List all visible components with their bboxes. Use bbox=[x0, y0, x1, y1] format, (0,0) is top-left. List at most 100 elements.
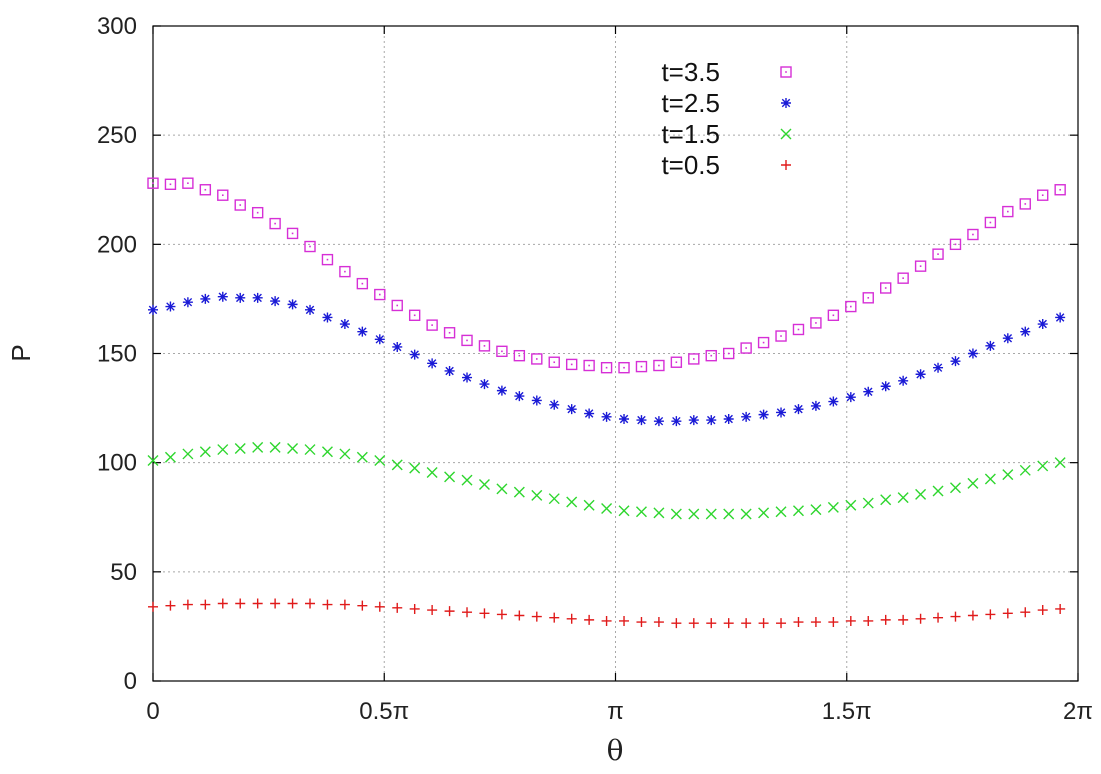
data-point bbox=[706, 618, 717, 629]
x-tick-label: 2π bbox=[1063, 698, 1093, 725]
data-point bbox=[427, 358, 438, 369]
data-point bbox=[514, 610, 525, 621]
data-point bbox=[409, 349, 420, 360]
data-point bbox=[391, 459, 403, 471]
data-point bbox=[949, 482, 961, 494]
data-point bbox=[845, 392, 856, 403]
data-point bbox=[566, 613, 577, 624]
legend-label: t=2.5 bbox=[661, 88, 720, 118]
data-point bbox=[513, 486, 525, 498]
data-point bbox=[741, 411, 752, 422]
data-point bbox=[635, 506, 647, 518]
data-point bbox=[653, 359, 665, 372]
data-point bbox=[688, 353, 700, 365]
data-point bbox=[374, 454, 386, 466]
data-point bbox=[671, 416, 682, 427]
data-point bbox=[775, 506, 787, 518]
data-point bbox=[600, 361, 613, 374]
legend-item: t=2.5 bbox=[661, 88, 791, 118]
data-point bbox=[444, 606, 455, 617]
data-point bbox=[705, 349, 717, 362]
legend-marker bbox=[781, 160, 791, 170]
data-point bbox=[601, 503, 613, 515]
data-point bbox=[723, 618, 734, 629]
data-point bbox=[583, 499, 595, 511]
data-point bbox=[252, 441, 264, 453]
data-point bbox=[234, 442, 246, 454]
data-point bbox=[479, 608, 490, 619]
data-point bbox=[758, 507, 770, 519]
data-point bbox=[915, 488, 927, 500]
data-point bbox=[775, 330, 787, 342]
data-point bbox=[758, 409, 769, 420]
data-point bbox=[531, 395, 542, 406]
data-point bbox=[653, 507, 665, 519]
data-point bbox=[339, 448, 351, 460]
data-point bbox=[443, 327, 456, 339]
x-tick-label: 0.5π bbox=[359, 698, 409, 725]
data-point bbox=[217, 291, 228, 302]
data-point bbox=[374, 601, 385, 612]
data-point bbox=[322, 312, 333, 323]
data-point bbox=[670, 508, 682, 520]
data-point bbox=[322, 599, 333, 610]
data-point bbox=[391, 299, 403, 312]
data-point bbox=[164, 451, 176, 463]
data-point bbox=[1002, 608, 1013, 619]
x-axis-label: θ bbox=[607, 734, 624, 767]
data-point bbox=[827, 501, 839, 513]
data-point bbox=[165, 301, 176, 312]
data-point bbox=[653, 416, 664, 427]
data-point bbox=[793, 617, 804, 628]
data-point bbox=[984, 216, 997, 229]
data-point bbox=[705, 508, 717, 520]
data-point bbox=[357, 600, 368, 611]
data-point bbox=[932, 485, 944, 497]
data-point bbox=[792, 505, 804, 517]
data-point bbox=[1002, 333, 1013, 344]
data-point bbox=[566, 404, 577, 415]
data-point bbox=[845, 499, 857, 511]
data-point bbox=[984, 473, 996, 485]
data-point bbox=[408, 309, 421, 321]
data-point bbox=[985, 609, 996, 620]
data-point bbox=[828, 396, 839, 407]
tick-labels: 0 50 100 150 200 250 300 0 0.5π π 1.5π 2π bbox=[97, 13, 1093, 725]
legend-marker bbox=[781, 98, 791, 108]
data-point bbox=[148, 304, 158, 315]
data-point bbox=[827, 309, 840, 321]
data-point bbox=[741, 618, 752, 629]
data-point bbox=[880, 494, 892, 506]
data-point bbox=[200, 293, 211, 304]
data-point bbox=[793, 404, 804, 415]
data-point bbox=[357, 326, 368, 337]
x-tick-label: 0 bbox=[146, 698, 159, 725]
data-point bbox=[618, 505, 630, 517]
data-point bbox=[653, 617, 664, 628]
data-point bbox=[1055, 312, 1066, 323]
axis-ticks bbox=[152, 25, 1079, 682]
data-point bbox=[217, 598, 228, 609]
data-point bbox=[898, 375, 909, 386]
data-point bbox=[496, 483, 508, 495]
data-point bbox=[148, 601, 158, 612]
data-point bbox=[845, 300, 857, 313]
data-point bbox=[549, 399, 560, 410]
data-point bbox=[863, 386, 874, 397]
data-point bbox=[356, 451, 368, 463]
data-point bbox=[671, 618, 682, 629]
data-point bbox=[1020, 326, 1031, 337]
data-point bbox=[828, 617, 839, 628]
legend-item: t=0.5 bbox=[661, 150, 791, 180]
grid-lines bbox=[153, 26, 1078, 681]
data-point bbox=[199, 446, 211, 458]
data-point bbox=[200, 599, 211, 610]
data-point bbox=[1020, 607, 1031, 618]
data-point bbox=[949, 238, 962, 251]
data-point bbox=[356, 277, 369, 290]
data-point bbox=[932, 248, 944, 260]
data-point bbox=[496, 609, 507, 620]
y-tick-label: 0 bbox=[124, 668, 137, 695]
series-t-2-5 bbox=[148, 291, 1066, 427]
